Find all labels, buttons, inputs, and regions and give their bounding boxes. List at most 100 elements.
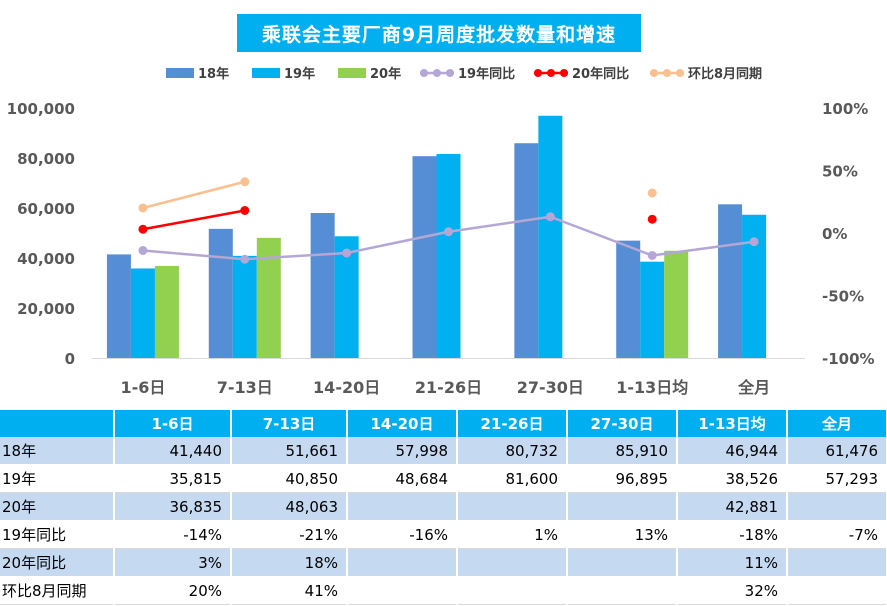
x-category-label: 1-6日 <box>120 378 165 397</box>
table-cell: 41,440 <box>114 437 232 465</box>
legend-swatch-18年 <box>166 68 194 78</box>
legend-swatch-20年 <box>338 68 366 78</box>
point-环比8月同期 <box>138 203 148 213</box>
table-column-header: 7-13日 <box>231 410 348 437</box>
table-cell: 85,910 <box>567 437 678 465</box>
table-row: 环比8月同期 20% 41% 32% <box>0 576 887 605</box>
y-right-tick-label: -50% <box>822 288 864 306</box>
table-column-header: 27-30日 <box>567 410 678 437</box>
legend-label: 19年 <box>284 66 315 82</box>
table-cell: 20% <box>114 576 232 605</box>
x-category-label: 14-20日 <box>313 378 380 397</box>
table-cell: 96,895 <box>567 464 678 493</box>
table-row: 19年 35,815 40,850 48,684 81,600 96,895 38,526 5… <box>0 464 887 493</box>
point-19年同比 <box>647 251 657 260</box>
point-20年同比 <box>138 224 148 234</box>
table-cell <box>347 576 458 605</box>
legend-marker-20年同比 <box>547 69 555 77</box>
point-19年同比 <box>342 248 352 258</box>
data-table: 1-6日 7-13日 14-20日 21-26日 27-30日 1-13日均 全月 18年 4… <box>0 410 887 605</box>
table-cell: 48,684 <box>347 464 458 493</box>
table-cell: -7% <box>787 520 887 549</box>
point-20年同比 <box>240 206 250 215</box>
table-cell: 11% <box>677 548 788 577</box>
y-left-tick-label: 60,000 <box>17 200 75 218</box>
table-cell: 51,661 <box>231 437 348 465</box>
line-环比8月同期 <box>142 180 246 210</box>
table-cell: 13% <box>567 520 678 549</box>
legend-marker-环比8月同期 <box>663 69 671 77</box>
table-column-header: 21-26日 <box>457 410 568 437</box>
table-row: 20年同比 3% 18% 11% <box>0 548 887 577</box>
legend-marker-19年同比 <box>433 69 441 77</box>
table-cell: 61,476 <box>787 437 887 465</box>
chart-title: 乘联会主要厂商9月周度批发数量和增速 <box>237 14 641 52</box>
y-right-tick-label: 100% <box>822 100 868 118</box>
point-19年同比 <box>545 212 555 222</box>
table-cell <box>567 492 678 521</box>
legend-label: 18年 <box>198 66 229 82</box>
table-body: 18年 41,440 51,661 57,998 80,732 85,910 46,944 6… <box>0 437 887 605</box>
point-19年同比 <box>240 254 250 264</box>
legend-marker-环比8月同期 <box>650 69 658 77</box>
table-column-header: 1-13日均 <box>677 410 788 437</box>
table-cell: 57,293 <box>787 464 887 493</box>
table-row-label: 18年 <box>0 437 115 465</box>
y-right-tick-label: -100% <box>822 350 875 368</box>
table-row-label: 20年 <box>0 492 115 521</box>
table-cell <box>457 492 568 521</box>
point-19年同比 <box>138 246 148 255</box>
legend-marker-环比8月同期 <box>676 69 684 77</box>
table-cell: -14% <box>114 520 232 549</box>
table-cell <box>787 548 887 577</box>
table-cell: 46,944 <box>677 437 788 465</box>
table-cell: 57,998 <box>347 437 458 465</box>
table-cell: 1% <box>457 520 568 549</box>
legend-marker-19年同比 <box>446 69 454 77</box>
table-cell <box>457 576 568 605</box>
y-left-tick-label: 100,000 <box>7 100 75 118</box>
y-right-tick-label: 0% <box>822 225 847 243</box>
chart-svg: 0 20,000 40,000 60,000 80,000 100,000 -100% -50… <box>7 66 875 397</box>
x-category-label: 全月 <box>737 378 770 397</box>
bar-18年 <box>514 143 539 358</box>
y-left-tick-label: 0 <box>65 350 75 368</box>
table-header-row: 1-6日 7-13日 14-20日 21-26日 27-30日 1-13日均 全月 <box>0 410 887 437</box>
legend-marker-20年同比 <box>560 69 568 77</box>
table-cell: 36,835 <box>114 492 232 521</box>
table-cell: 35,815 <box>114 464 232 493</box>
table-cell: 41% <box>231 576 348 605</box>
bar-18年 <box>106 254 131 358</box>
bar-19年 <box>436 154 461 358</box>
table-row: 19年同比 -14% -21% -16% 1% 13% -18% -7% <box>0 520 887 549</box>
point-19年同比 <box>749 237 759 247</box>
legend-marker-20年同比 <box>534 69 542 77</box>
table-cell: 81,600 <box>457 464 568 493</box>
table-cell: 80,732 <box>457 437 568 465</box>
table-row: 20年 36,835 48,063 42,881 <box>0 492 887 521</box>
table-cell: 38,526 <box>677 464 788 493</box>
table-cell: -21% <box>231 520 348 549</box>
bar-20年 <box>256 237 281 358</box>
point-19年同比 <box>444 227 453 237</box>
bar-18年 <box>412 156 437 358</box>
table-cell: 42,881 <box>677 492 788 521</box>
table-column-header: 1-6日 <box>114 410 232 437</box>
table-column-header: 14-20日 <box>347 410 458 437</box>
x-category-label: 7-13日 <box>217 378 273 397</box>
bar-19年 <box>640 261 665 358</box>
x-category-label: 21-26日 <box>415 378 482 397</box>
legend-marker-19年同比 <box>420 69 428 77</box>
table-corner-cell <box>0 410 115 437</box>
y-left-tick-label: 80,000 <box>17 150 75 168</box>
chart-area: 乘联会主要厂商9月周度批发数量和增速 0 20,000 40,000 60,000 80… <box>7 14 875 397</box>
point-环比8月同期 <box>647 188 657 198</box>
table-cell: -18% <box>677 520 788 549</box>
bar-18年 <box>208 228 233 358</box>
table-cell: -16% <box>347 520 458 549</box>
y-left-tick-label: 20,000 <box>17 300 75 318</box>
legend-label: 19年同比 <box>458 66 515 82</box>
point-环比8月同期 <box>240 177 250 187</box>
table-cell: 48,063 <box>231 492 348 521</box>
table-column-header: 全月 <box>787 410 887 437</box>
